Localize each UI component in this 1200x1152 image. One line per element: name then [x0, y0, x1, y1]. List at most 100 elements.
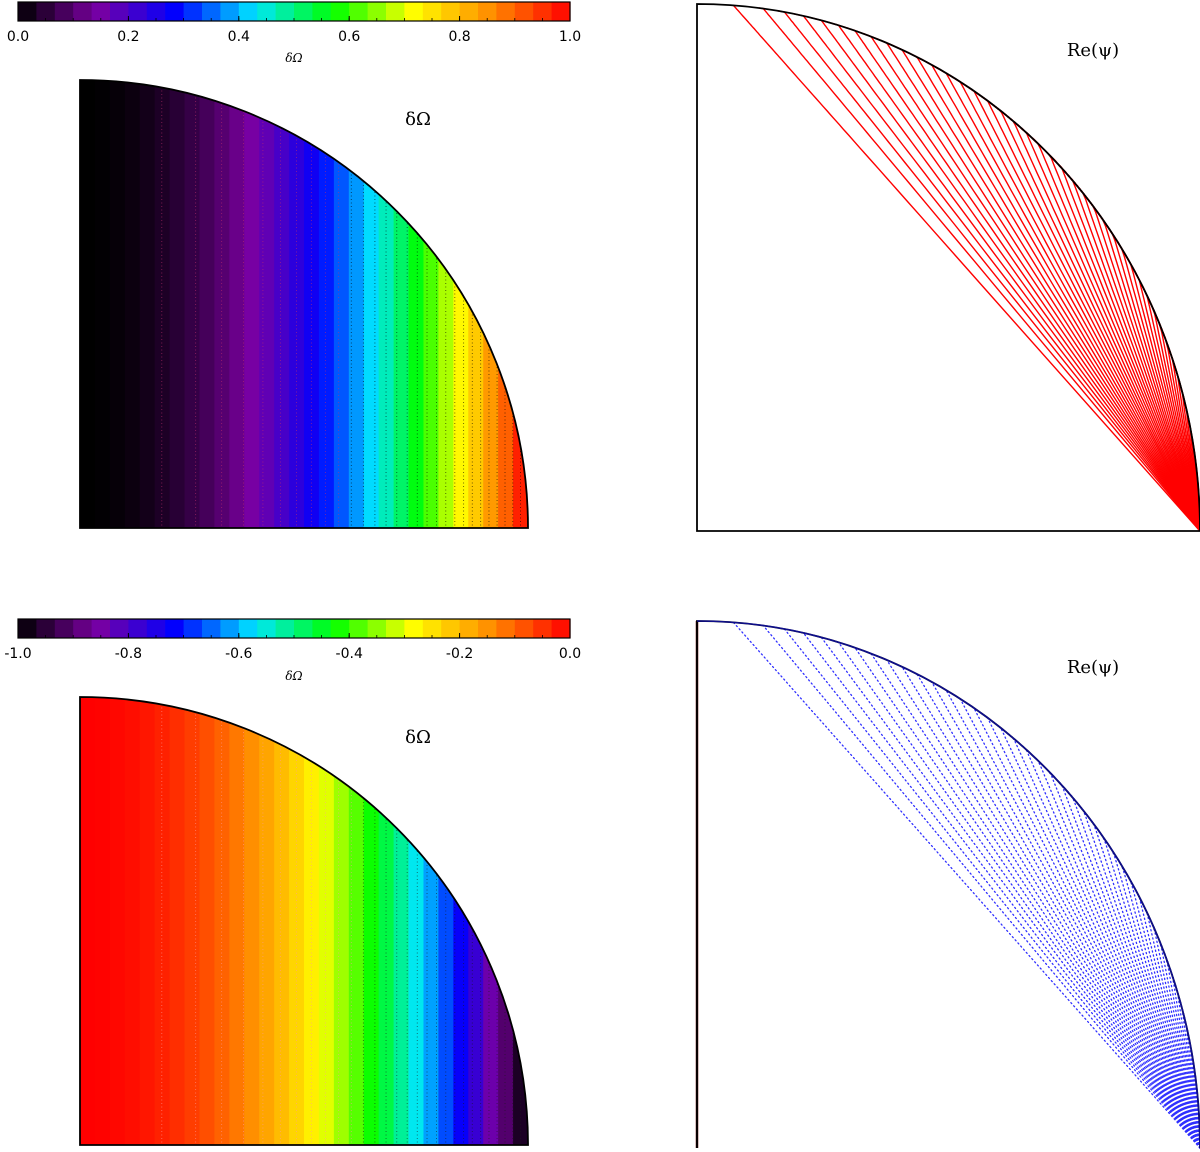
- panel-top-right: Re(ψ): [696, 3, 1200, 532]
- field-strip: [483, 80, 499, 528]
- colorbar-top-label: δΩ: [285, 51, 302, 65]
- colorbar-bottom-ticks: -1.0 -0.8 -0.6 -0.4 -0.2 0.0: [4, 633, 581, 662]
- field-strip: [483, 697, 499, 1145]
- colorbar-cell: [146, 2, 166, 21]
- colorbar-cell: [533, 619, 553, 638]
- field-strip: [513, 697, 528, 1145]
- field-strip: [348, 697, 365, 1145]
- colorbar-cell: [514, 2, 534, 21]
- colorbar-cell: [18, 2, 37, 21]
- colorbar-cell: [349, 2, 369, 21]
- panel-title-top-right: Re(ψ): [1067, 40, 1119, 61]
- colorbar-cell: [91, 619, 111, 638]
- colorbar-cell: [478, 2, 497, 21]
- boundary-highlight-bottom-right: [696, 620, 1200, 1149]
- colorbar-tick-label: 0.4: [228, 29, 250, 45]
- colorbar-tick-label: -0.4: [336, 646, 363, 662]
- colorbar-tick-label: -0.2: [446, 646, 473, 662]
- psi-contour: [776, 10, 1200, 532]
- field-strip: [244, 80, 260, 528]
- field-strip: [378, 80, 395, 528]
- panel-title-bottom-right: Re(ψ): [1067, 657, 1119, 678]
- colorbar-cell: [257, 2, 277, 21]
- colorbar-top-gradient: [18, 2, 571, 21]
- field-strip: [259, 697, 275, 1145]
- psi-contour: [852, 646, 1200, 1149]
- colorbar-cell: [514, 619, 534, 638]
- psi-contours-top: [732, 4, 1200, 532]
- field-strip: [363, 80, 380, 528]
- panel-title-bottom-left: δΩ: [405, 727, 431, 748]
- colorbar-cell: [404, 2, 424, 21]
- field-strip: [289, 697, 305, 1145]
- quadrant-outline-bottom-left: [79, 696, 529, 1146]
- colorbar-cell: [330, 619, 350, 638]
- field-strip: [318, 80, 335, 528]
- field-strip: [139, 697, 156, 1145]
- colorbar-cell: [183, 2, 203, 21]
- colorbar-cell: [422, 619, 442, 638]
- field-strip: [259, 80, 275, 528]
- psi-contour: [1042, 764, 1200, 1149]
- psi-contour: [1018, 742, 1200, 1149]
- psi-contour: [1021, 745, 1200, 1149]
- colorbar-cell: [202, 2, 221, 21]
- colorbar-cell: [404, 619, 424, 638]
- field-strip: [408, 697, 425, 1145]
- psi-contour: [830, 639, 1200, 1149]
- colorbar-cell: [110, 2, 129, 21]
- panel-bottom-left: δΩ: [79, 696, 529, 1146]
- colorbar-tick-label: 1.0: [559, 29, 581, 45]
- field-strip: [289, 80, 305, 528]
- colorbar-cell: [459, 619, 479, 638]
- field-strip: [274, 697, 290, 1145]
- quadrant-outline-top-right: [696, 3, 1200, 532]
- field-strip: [214, 80, 231, 528]
- field-strip: [169, 697, 186, 1145]
- field-strip: [408, 80, 425, 528]
- colorbar-cell: [202, 619, 221, 638]
- psi-contour: [842, 642, 1200, 1149]
- psi-contour: [791, 629, 1200, 1149]
- field-strip: [438, 80, 455, 528]
- psi-contour: [863, 650, 1200, 1149]
- field-strip: [244, 697, 260, 1145]
- colorbar-cell: [128, 2, 148, 21]
- colorbar-cell: [73, 2, 93, 21]
- colorbar-cell: [91, 2, 111, 21]
- colorbar-tick-label: -0.8: [115, 646, 142, 662]
- field-strip: [214, 697, 231, 1145]
- psi-contour: [922, 676, 1200, 1149]
- colorbar-cell: [386, 2, 405, 21]
- colorbar-cell: [275, 2, 295, 21]
- field-strip: [468, 80, 484, 528]
- psi-contour: [818, 636, 1200, 1149]
- colorbar-tick-label: 0.2: [117, 29, 139, 45]
- colorbar-cell: [257, 619, 277, 638]
- colorbar-cell: [36, 619, 56, 638]
- colorbar-cell: [533, 2, 553, 21]
- quadrant-outline-bottom-right: [696, 620, 1200, 1149]
- field-strip: [109, 80, 126, 528]
- psi-contour: [943, 688, 1200, 1149]
- colorbar-cell: [441, 2, 461, 21]
- colorbar-bottom-gradient: [18, 619, 571, 638]
- colorbar-cell: [220, 2, 240, 21]
- field-strip: [498, 697, 514, 1145]
- field-strip: [304, 697, 320, 1145]
- field-strip: [124, 80, 141, 528]
- colorbar-cell: [54, 2, 74, 21]
- panel-top-left: δΩ: [79, 79, 529, 529]
- colorbar-cell: [441, 619, 461, 638]
- field-strip: [378, 697, 395, 1145]
- colorbar-cell: [551, 619, 571, 638]
- colorbar-cell: [275, 619, 295, 638]
- colorbar-cell: [496, 2, 516, 21]
- psi-contour: [997, 725, 1200, 1149]
- colorbar-top: 0.0 0.2 0.4 0.6 0.8 1.0 δΩ: [7, 1, 581, 65]
- colorbar-cell: [330, 2, 350, 21]
- field-strip: [109, 697, 126, 1145]
- colorbar-cell: [294, 619, 313, 638]
- field-strip: [318, 697, 335, 1145]
